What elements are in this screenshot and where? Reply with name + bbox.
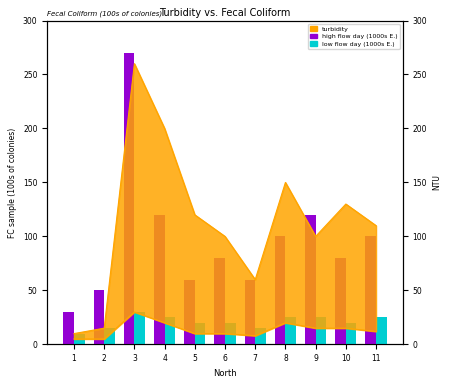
Bar [135,312,145,344]
Y-axis label: FC sample (100s of colonies): FC sample (100s of colonies) [9,127,18,237]
Bar [165,317,175,344]
Bar [94,290,104,344]
X-axis label: North: North [213,369,237,378]
Bar [315,317,326,344]
Y-axis label: NTU: NTU [432,174,441,190]
Bar [154,215,165,344]
Bar [124,53,135,344]
Bar [285,317,296,344]
Text: Fecal Coliform (100s of colonies): Fecal Coliform (100s of colonies) [47,11,162,17]
Bar [275,237,285,344]
Bar [346,323,356,344]
Bar [335,258,346,344]
Bar [195,323,205,344]
Bar [305,215,315,344]
Bar [225,323,235,344]
Bar [376,317,387,344]
Title: Turbidity vs. Fecal Coliform: Turbidity vs. Fecal Coliform [159,8,291,18]
Legend: turbidity, high flow day (1000s E.), low flow day (1000s E.): turbidity, high flow day (1000s E.), low… [308,24,400,49]
Bar [245,279,255,344]
Bar [184,279,195,344]
Bar [63,312,74,344]
Bar [365,237,376,344]
Bar [215,258,225,344]
Bar [104,328,115,344]
Bar [255,328,266,344]
Bar [74,334,85,344]
